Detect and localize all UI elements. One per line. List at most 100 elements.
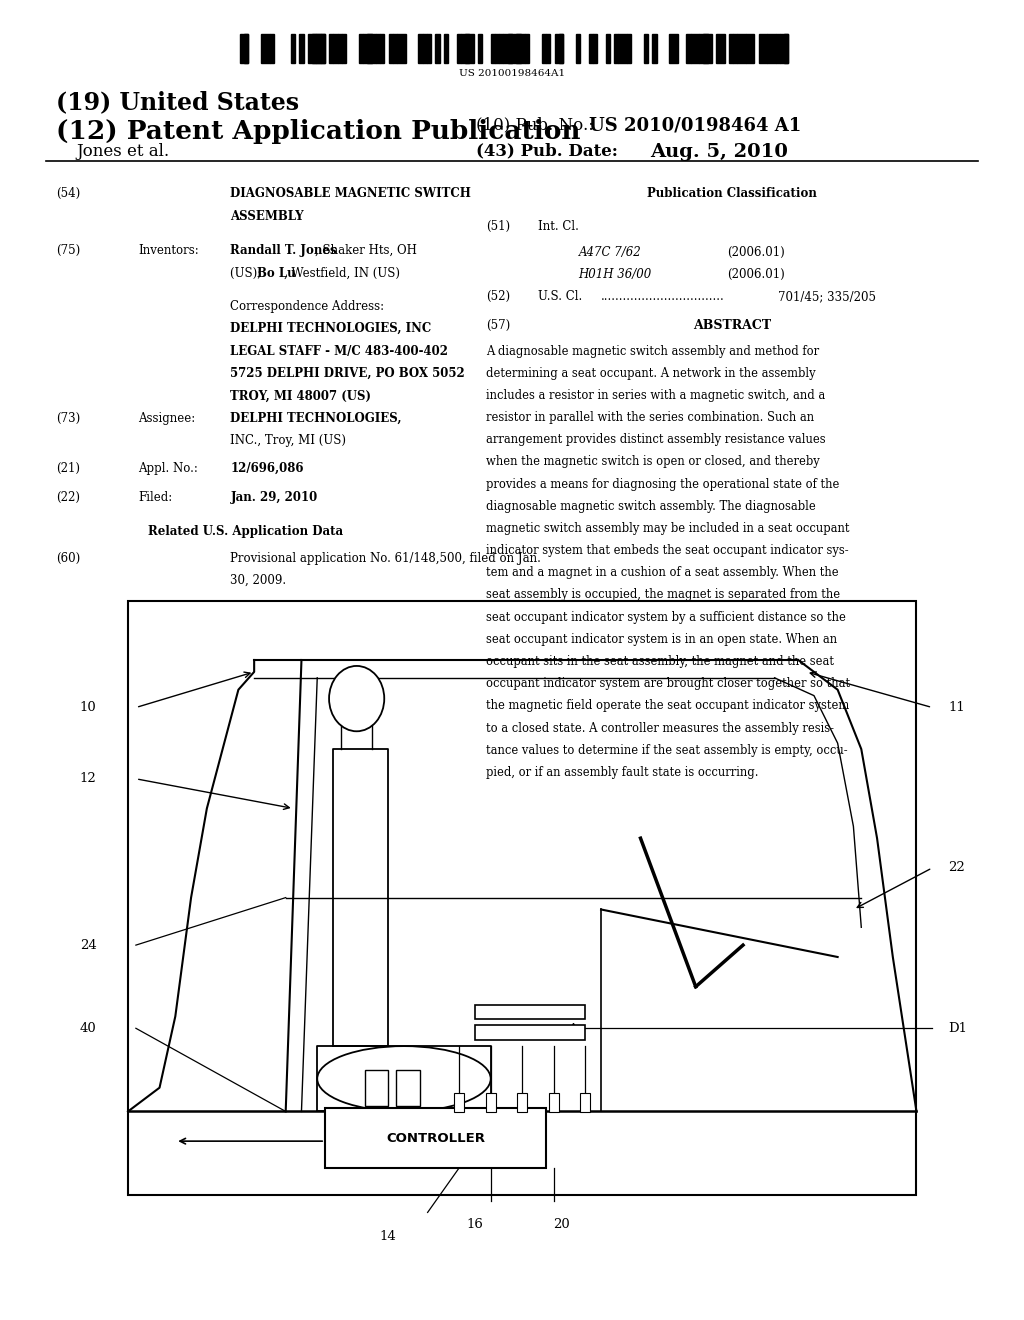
Text: A47C 7/62: A47C 7/62 [579,246,641,259]
Bar [326,1109,546,1168]
Bar [716,34,725,63]
Bar [478,34,482,63]
Text: Assignee:: Assignee: [138,412,196,425]
Text: TROY, MI 48007 (US): TROY, MI 48007 (US) [230,389,372,403]
Text: Provisional application No. 61/148,500, filed on Jan.: Provisional application No. 61/148,500, … [230,552,542,565]
Text: (12) Patent Application Publication: (12) Patent Application Publication [56,119,581,144]
Bar [690,34,699,63]
Text: to a closed state. A controller measures the assembly resis-: to a closed state. A controller measures… [486,722,835,734]
Bar [555,34,563,63]
Text: magnetic switch assembly may be included in a seat occupant: magnetic switch assembly may be included… [486,521,850,535]
Text: (60): (60) [56,552,81,565]
Bar [342,34,346,63]
Ellipse shape [329,667,384,731]
Text: Jones et al.: Jones et al. [77,143,170,160]
Bar [397,34,406,63]
Bar [708,34,712,63]
Bar [312,34,321,63]
Bar [703,34,708,63]
Text: pied, or if an assembly fault state is occurring.: pied, or if an assembly fault state is o… [486,766,759,779]
Bar [128,601,916,1195]
Text: (43) Pub. Date:: (43) Pub. Date: [476,143,618,160]
Text: (51): (51) [486,220,511,234]
Text: resistor in parallel with the series combination. Such an: resistor in parallel with the series com… [486,411,814,424]
Bar [261,34,269,63]
Text: Inventors:: Inventors: [138,244,199,257]
Bar [240,34,248,63]
Text: provides a means for diagnosing the operational state of the: provides a means for diagnosing the oper… [486,478,840,491]
Bar [745,34,755,63]
Text: determining a seat occupant. A network in the assembly: determining a seat occupant. A network i… [486,367,816,380]
Text: LEGAL STAFF - M/C 483-400-402: LEGAL STAFF - M/C 483-400-402 [230,345,449,358]
Text: 5725 DELPHI DRIVE, PO BOX 5052: 5725 DELPHI DRIVE, PO BOX 5052 [230,367,465,380]
Text: 30, 2009.: 30, 2009. [230,574,287,587]
Text: 701/45; 335/205: 701/45; 335/205 [778,290,877,304]
Bar [321,34,325,63]
Bar [291,34,295,63]
Text: A diagnosable magnetic switch assembly and method for: A diagnosable magnetic switch assembly a… [486,345,819,358]
Bar [475,1026,586,1040]
Text: Publication Classification: Publication Classification [647,187,817,201]
Text: ASSEMBLY: ASSEMBLY [230,210,304,223]
Text: INC., Troy, MI (US): INC., Troy, MI (US) [230,434,346,447]
Bar [269,34,273,63]
Bar [358,34,364,63]
Text: Randall T. Jones: Randall T. Jones [230,244,337,257]
Bar [427,34,431,63]
Bar [308,34,316,63]
Text: (10) Pub. No.:: (10) Pub. No.: [476,116,594,133]
Bar [329,34,334,63]
Bar [729,34,733,63]
Text: 22: 22 [948,862,965,874]
Text: U.S. Cl.: U.S. Cl. [538,290,582,304]
Bar [365,1069,388,1106]
Bar [372,34,376,63]
Text: Int. Cl.: Int. Cl. [538,220,579,234]
Text: Correspondence Address:: Correspondence Address: [230,300,385,313]
Bar [435,34,439,63]
Text: US 2010/0198464 A1: US 2010/0198464 A1 [589,116,801,135]
Bar [396,1069,420,1106]
Bar [380,34,384,63]
Bar [457,34,461,63]
Text: Filed:: Filed: [138,491,172,504]
Bar [593,34,597,63]
Bar [542,34,546,63]
Text: DIAGNOSABLE MAGNETIC SWITCH: DIAGNOSABLE MAGNETIC SWITCH [230,187,471,201]
Bar [784,34,788,63]
Text: seat occupant indicator system is in an open state. When an: seat occupant indicator system is in an … [486,632,838,645]
Text: DELPHI TECHNOLOGIES, INC: DELPHI TECHNOLOGIES, INC [230,322,432,335]
Text: occupant sits in the seat assembly, the magnet and the seat: occupant sits in the seat assembly, the … [486,655,835,668]
Text: H01H 36/00: H01H 36/00 [579,268,652,281]
Bar [614,34,618,63]
Bar [454,1093,464,1113]
Text: D1: D1 [948,1022,967,1035]
Bar [244,34,248,63]
Text: DELPHI TECHNOLOGIES,: DELPHI TECHNOLOGIES, [230,412,401,425]
Text: (54): (54) [56,187,81,201]
Bar [419,34,423,63]
Text: (22): (22) [56,491,80,504]
Bar [512,34,520,63]
Bar [504,34,512,63]
Bar [423,34,427,63]
Bar [364,34,372,63]
Bar [376,34,380,63]
Bar [465,34,469,63]
Bar [618,34,627,63]
Bar [393,34,397,63]
Bar [475,1005,586,1019]
Bar [686,34,690,63]
Text: (19) United States: (19) United States [56,90,299,114]
Bar [490,34,495,63]
Bar [776,34,780,63]
Bar [469,34,474,63]
Text: includes a resistor in series with a magnetic switch, and a: includes a resistor in series with a mag… [486,389,825,401]
Bar [652,34,656,63]
Text: , Shaker Hts, OH: , Shaker Hts, OH [315,244,417,257]
Text: (2006.01): (2006.01) [727,246,784,259]
Bar [500,34,504,63]
Bar [389,34,393,63]
Bar [338,34,342,63]
Text: the magnetic field operate the seat occupant indicator system: the magnetic field operate the seat occu… [486,700,850,713]
